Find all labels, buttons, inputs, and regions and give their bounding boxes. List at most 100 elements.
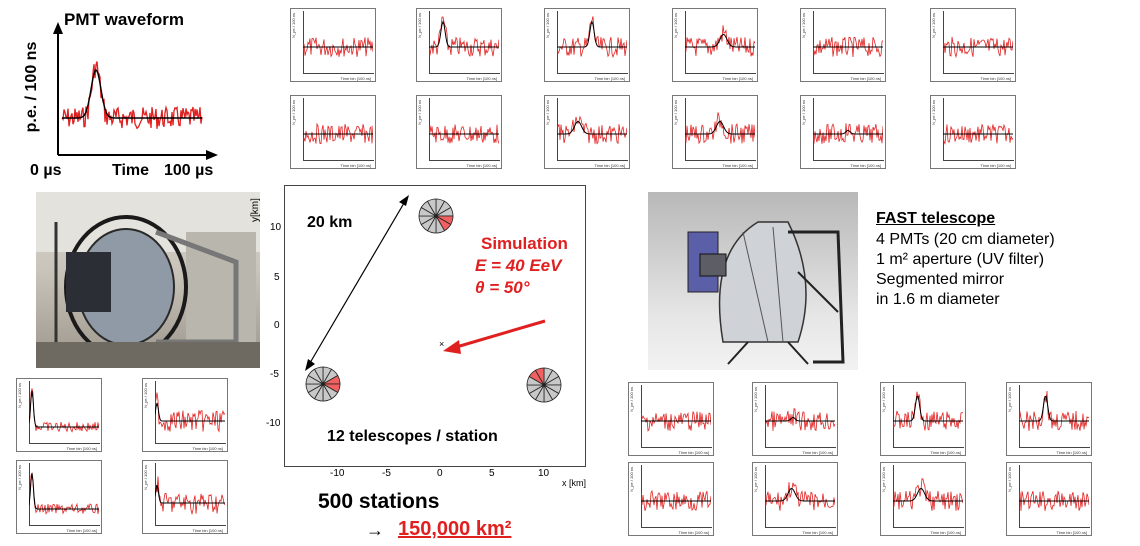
trace-xlabel: Time bin [100 ns] [802, 530, 833, 535]
fast-line-4: in 1.6 m diameter [876, 291, 1000, 309]
trace-plot [429, 98, 499, 160]
sim-energy: E = 40 EeV [475, 256, 561, 276]
stations-count: 500 stations [318, 490, 439, 514]
trace-ylabel: N_pe / 100 ns [1007, 387, 1012, 412]
trace-noise [1019, 391, 1089, 431]
map-ytick-neg10: -10 [266, 418, 280, 429]
trace-plot [155, 381, 225, 443]
map-ytick-10: 10 [270, 222, 281, 233]
trace-ylabel: N_pe / 100 ns [291, 13, 296, 38]
trace-ylabel: N_pe / 100 ns [17, 383, 22, 408]
trace-ylabel: N_pe / 100 ns [881, 387, 886, 412]
trace-ylabel: N_pe / 100 ns [545, 100, 550, 125]
trace-panel: Time bin [100 ns] N_pe / 100 ns [800, 95, 886, 169]
telescope-photo [36, 192, 260, 368]
trace-xlabel: Time bin [100 ns] [192, 528, 223, 533]
trace-plot [685, 11, 755, 73]
trace-plot [557, 11, 627, 73]
trace-fit [155, 403, 225, 421]
trace-panel: Time bin [100 ns] N_pe / 100 ns [142, 378, 228, 452]
trace-plot [1019, 385, 1089, 447]
trace-ylabel: N_pe / 100 ns [1007, 467, 1012, 492]
trace-xlabel: Time bin [100 ns] [594, 76, 625, 81]
trace-panel: Time bin [100 ns] N_pe / 100 ns [544, 8, 630, 82]
map-ytick-0: 0 [274, 320, 280, 331]
pmt-waveform-plot [50, 20, 220, 160]
trace-ylabel: N_pe / 100 ns [545, 13, 550, 38]
map-ylabel: y[km] [250, 198, 261, 222]
trace-plot [155, 463, 225, 525]
trace-noise [893, 479, 963, 511]
trace-panel: Time bin [100 ns] N_pe / 100 ns [930, 95, 1016, 169]
trace-xlabel: Time bin [100 ns] [678, 530, 709, 535]
trace-xlabel: Time bin [100 ns] [802, 450, 833, 455]
stations-area: 150,000 km² [398, 518, 511, 541]
trace-panel: Time bin [100 ns] N_pe / 100 ns [16, 378, 102, 452]
trace-panel: Time bin [100 ns] N_pe / 100 ns [930, 8, 1016, 82]
trace-xlabel: Time bin [100 ns] [340, 163, 371, 168]
trace-panel: Time bin [100 ns] N_pe / 100 ns [752, 382, 838, 456]
map-ytick-5: 5 [274, 272, 280, 283]
trace-panel: Time bin [100 ns] N_pe / 100 ns [416, 8, 502, 82]
trace-panel: Time bin [100 ns] N_pe / 100 ns [672, 95, 758, 169]
trace-panel: Time bin [100 ns] N_pe / 100 ns [1006, 382, 1092, 456]
station-top [419, 199, 453, 233]
trace-xlabel: Time bin [100 ns] [466, 76, 497, 81]
trace-plot [641, 385, 711, 447]
trace-xlabel: Time bin [100 ns] [722, 76, 753, 81]
pmt-x-start: 0 µs [30, 162, 61, 180]
trace-plot [429, 11, 499, 73]
trace-xlabel: Time bin [100 ns] [1056, 450, 1087, 455]
trace-plot [557, 98, 627, 160]
sim-title: Simulation [481, 234, 568, 254]
trace-panel: Time bin [100 ns] N_pe / 100 ns [416, 95, 502, 169]
trace-plot [813, 98, 883, 160]
trace-ylabel: N_pe / 100 ns [931, 13, 936, 38]
trace-fit [557, 22, 627, 47]
fast-line-2: 1 m² aperture (UV filter) [876, 251, 1044, 269]
trace-xlabel: Time bin [100 ns] [66, 528, 97, 533]
trace-panel: Time bin [100 ns] N_pe / 100 ns [672, 8, 758, 82]
trace-xlabel: Time bin [100 ns] [66, 446, 97, 451]
trace-ylabel: N_pe / 100 ns [801, 100, 806, 125]
trace-ylabel: N_pe / 100 ns [801, 13, 806, 38]
fast-telescope-render [648, 192, 858, 370]
trace-xlabel: Time bin [100 ns] [192, 446, 223, 451]
trace-xlabel: Time bin [100 ns] [340, 76, 371, 81]
trace-ylabel: N_pe / 100 ns [629, 387, 634, 412]
trace-panel: Time bin [100 ns] N_pe / 100 ns [544, 95, 630, 169]
map-xtick-10: 10 [538, 468, 549, 479]
trace-ylabel: N_pe / 100 ns [673, 100, 678, 125]
trace-noise [893, 392, 963, 431]
map-xtick-neg10: -10 [330, 468, 344, 479]
trace-xlabel: Time bin [100 ns] [722, 163, 753, 168]
trace-panel: Time bin [100 ns] N_pe / 100 ns [800, 8, 886, 82]
trace-xlabel: Time bin [100 ns] [466, 163, 497, 168]
trace-plot [765, 385, 835, 447]
trace-noise [557, 117, 627, 144]
station-map: × 20 km Simulation E = 40 EeV θ = 50° 12… [284, 185, 586, 467]
trace-noise [155, 477, 225, 514]
fast-line-1: 4 PMTs (20 cm diameter) [876, 231, 1055, 249]
trace-plot [685, 98, 755, 160]
trace-plot [303, 11, 373, 73]
trace-xlabel: Time bin [100 ns] [850, 76, 881, 81]
trace-plot [765, 465, 835, 527]
trace-noise [429, 17, 499, 56]
trace-ylabel: N_pe / 100 ns [143, 383, 148, 408]
trace-noise [765, 409, 835, 431]
trace-panel: Time bin [100 ns] N_pe / 100 ns [628, 462, 714, 536]
trace-plot [943, 98, 1013, 160]
trace-noise [685, 112, 755, 143]
trace-panel: Time bin [100 ns] N_pe / 100 ns [628, 382, 714, 456]
pmt-x-end: 100 µs [164, 162, 213, 180]
trace-plot [303, 98, 373, 160]
trace-noise [155, 393, 225, 432]
trace-noise [685, 25, 755, 56]
pmt-ylabel: p.e. / 100 ns [23, 27, 41, 147]
trace-fit [893, 397, 963, 422]
trace-ylabel: N_pe / 100 ns [143, 465, 148, 490]
trace-fit [29, 391, 99, 427]
trace-ylabel: N_pe / 100 ns [881, 467, 886, 492]
trace-plot [29, 463, 99, 525]
